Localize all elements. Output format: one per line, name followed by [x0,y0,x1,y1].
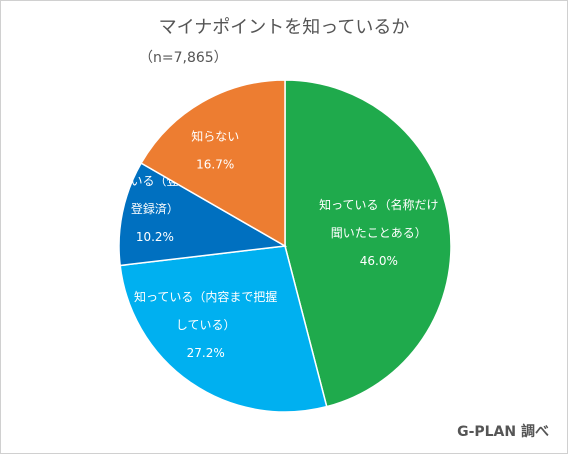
slice-value-label: 16.7% [196,158,234,172]
pie-slice [118,162,288,267]
slice-value-label: 10.2% [136,230,174,244]
pie-slice [284,79,452,408]
source-credit: G-PLAN 調べ [457,424,549,440]
pie-slice [119,245,328,413]
slice-category-label: 知っている（内容まで把握 [134,289,277,304]
pie-slice [140,79,286,248]
slice-category-label: している） [176,318,236,332]
slice-value-label: 27.2% [187,346,225,360]
slice-category-label: 登録済） [131,201,179,216]
slice-category-label: 知っている（名称だけ [319,197,438,212]
slice-value-label: 46.0% [360,254,398,268]
chart-subtitle: （n=7,865） [139,50,228,66]
slice-category-label: 知らない [191,130,239,144]
chart-title: マイナポイントを知っているか [158,17,410,38]
slice-category-label: 聞いたことある） [331,226,427,240]
